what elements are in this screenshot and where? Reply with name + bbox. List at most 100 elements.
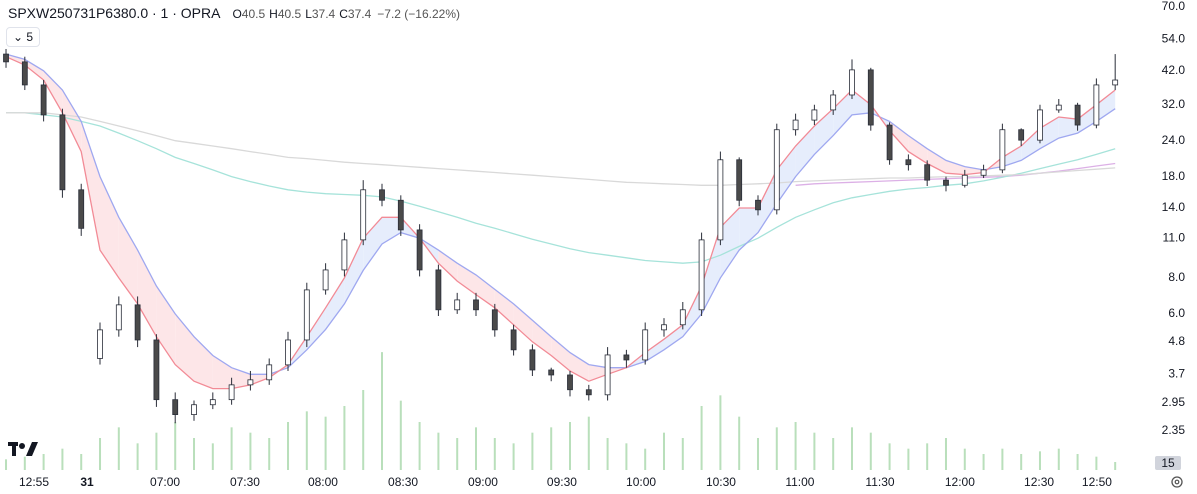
volume-bar <box>907 448 910 470</box>
candle-body <box>585 389 592 396</box>
candle-body <box>773 129 780 211</box>
candle-body <box>567 374 573 391</box>
ma-band <box>663 324 683 350</box>
ma-band <box>795 125 815 177</box>
volume-bar <box>944 438 947 470</box>
candle-body <box>999 129 1006 171</box>
ma-line <box>6 112 1116 186</box>
candle-body <box>115 304 122 331</box>
candle-body <box>1055 104 1062 111</box>
candle-body <box>792 119 799 131</box>
candle-body <box>698 239 705 311</box>
volume-bar <box>1076 454 1079 470</box>
ohlc-label: C <box>339 7 348 21</box>
legend-header: SPXW250731P6380.0 · 1 · OPRA O40.5 H40.5 L3… <box>8 5 460 21</box>
ma-band <box>137 250 157 337</box>
volume-bar <box>1057 448 1060 470</box>
volume-bar <box>662 432 665 470</box>
volume-bar <box>437 432 440 470</box>
volume-bar <box>1038 451 1041 470</box>
candle-body <box>1093 84 1100 126</box>
candle-body <box>529 349 536 371</box>
y-tick-label: 8.0 <box>1168 270 1185 284</box>
y-tick-label: 32.0 <box>1162 97 1186 111</box>
candle-body <box>209 399 216 406</box>
volume-bar <box>305 411 308 470</box>
volume-bar <box>625 443 628 470</box>
ohlc-label: O <box>232 7 242 21</box>
candle-body <box>736 159 743 201</box>
volume-bar <box>681 438 684 470</box>
x-tick-label: 11:30 <box>865 475 894 489</box>
y-tick-label: 18.0 <box>1162 169 1186 183</box>
x-tick-label: 12:50 <box>1082 475 1112 489</box>
ohlc-value: 40.5 <box>241 7 266 21</box>
candle-body <box>980 169 987 176</box>
candle-body <box>886 124 893 161</box>
candle-body <box>849 69 855 96</box>
y-tick-label: 4.8 <box>1168 334 1185 348</box>
volume-bar <box>832 438 835 470</box>
indicators-toggle[interactable]: ⌄ 5 <box>6 27 41 47</box>
candle-body <box>924 164 931 181</box>
candle-body <box>285 339 291 366</box>
volume-bar <box>381 352 384 470</box>
candle-body <box>755 199 761 211</box>
ma-band <box>457 263 477 295</box>
ma-band <box>382 217 401 244</box>
candle-body <box>78 189 85 229</box>
volume-bar <box>926 443 929 470</box>
volume-bar <box>211 443 214 470</box>
ma-band <box>851 90 871 115</box>
ma-band <box>175 313 195 382</box>
candle-body <box>717 159 724 241</box>
volume-bar <box>1001 448 1004 470</box>
y-tick-label: 24.0 <box>1162 133 1186 147</box>
volume-bar <box>794 422 797 470</box>
volume-bar <box>850 427 853 470</box>
ohlc-value: 37.4 <box>311 7 336 21</box>
volume-bar <box>136 443 139 470</box>
volume-bar <box>174 422 177 470</box>
volume-bar <box>155 432 158 470</box>
volume-bar <box>456 438 459 470</box>
ohlc-label: L <box>305 7 312 21</box>
volume-bar <box>982 454 985 470</box>
volume-bar <box>99 438 102 470</box>
x-tick-label: 12:00 <box>945 475 975 489</box>
volume-bar <box>418 422 421 470</box>
candle-body <box>21 61 28 86</box>
candle-body <box>473 299 479 311</box>
volume-bar <box>644 448 647 470</box>
volume-bar <box>606 438 609 470</box>
candle-body <box>811 109 818 121</box>
ma-band <box>682 286 702 337</box>
y-tick-label: 2.95 <box>1162 395 1186 409</box>
volume-bar <box>775 427 778 470</box>
candle-body <box>247 379 254 386</box>
ma-band <box>118 217 138 304</box>
volume-bar <box>587 416 590 470</box>
ma-band <box>43 70 63 113</box>
x-tick-label: 31 <box>80 475 94 489</box>
candle-body <box>943 179 949 186</box>
ma-band <box>250 374 270 385</box>
x-tick-label: 09:00 <box>468 475 498 489</box>
ma-band <box>551 336 570 371</box>
ma-band <box>945 160 965 175</box>
symbol-title: SPXW250731P6380.0 · 1 · OPRA <box>8 5 221 21</box>
ma-band <box>1021 128 1040 161</box>
settings-icon[interactable] <box>1171 476 1183 488</box>
volume-bar <box>1095 456 1098 470</box>
ma-band <box>81 121 101 251</box>
ma-band <box>363 217 383 271</box>
y-tick-label: 11.0 <box>1163 230 1186 244</box>
volume-bar <box>550 427 553 470</box>
x-tick-label: 12:30 <box>1024 475 1054 489</box>
volume-bar <box>756 438 759 470</box>
ma-band <box>194 336 213 389</box>
volume-bar <box>512 443 515 470</box>
ma-band <box>776 146 796 204</box>
y-tick-label: 2.35 <box>1162 423 1186 437</box>
candle-body <box>191 404 197 415</box>
